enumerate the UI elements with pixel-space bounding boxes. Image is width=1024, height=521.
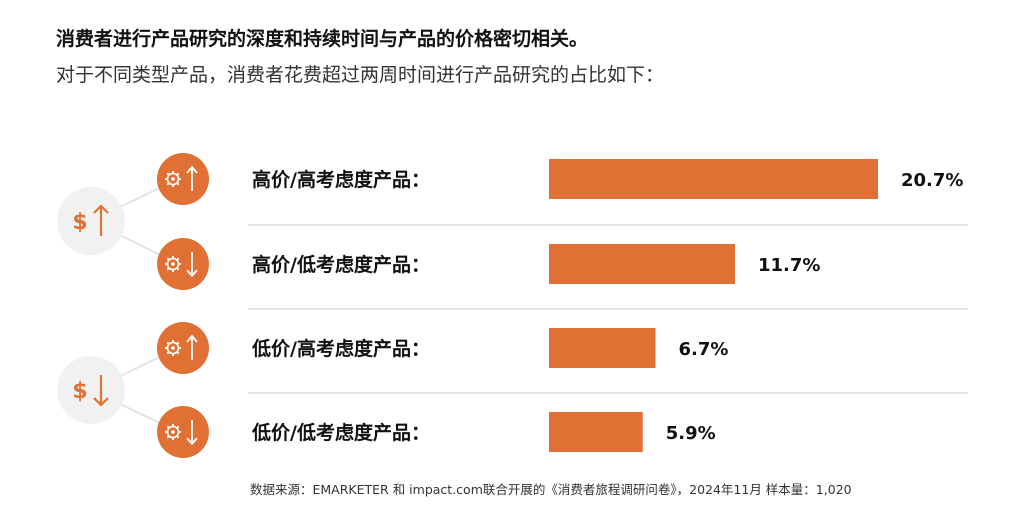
value-label: 5.9%: [666, 423, 716, 444]
connector-line: [119, 184, 167, 208]
dollar-down-arrow-icon: $: [57, 356, 125, 424]
value-label: 20.7%: [901, 170, 963, 191]
bar: [549, 159, 878, 199]
source-note: 数据来源：EMARKETER 和 impact.com联合开展的《消费者旅程调研…: [250, 482, 852, 497]
bar: [549, 412, 643, 452]
value-label: 11.7%: [758, 255, 820, 276]
connector-line: [119, 234, 167, 259]
bar: [549, 244, 735, 284]
category-label: 高价/高考虑度产品：: [252, 168, 430, 191]
value-label: 6.7%: [678, 339, 728, 360]
connector-line: [119, 403, 167, 427]
svg-text:$: $: [72, 379, 87, 404]
gear-down-arrow-icon: [157, 406, 209, 458]
page-subtitle: 对于不同类型产品，消费者花费超过两周时间进行产品研究的占比如下：: [56, 64, 665, 86]
category-label: 低价/高考虑度产品：: [251, 337, 430, 360]
connector-line: [119, 353, 167, 377]
category-label: 高价/低考虑度产品：: [252, 253, 430, 276]
category-label: 低价/低考虑度产品：: [251, 421, 430, 444]
gear-up-arrow-icon: [157, 153, 209, 205]
gear-down-arrow-icon: [157, 238, 209, 290]
page-title: 消费者进行产品研究的深度和持续时间与产品的价格密切相关。: [56, 28, 589, 50]
gear-up-arrow-icon: [157, 322, 209, 374]
svg-text:$: $: [72, 210, 87, 235]
bar: [549, 328, 656, 368]
dollar-up-arrow-icon: $: [57, 187, 125, 255]
